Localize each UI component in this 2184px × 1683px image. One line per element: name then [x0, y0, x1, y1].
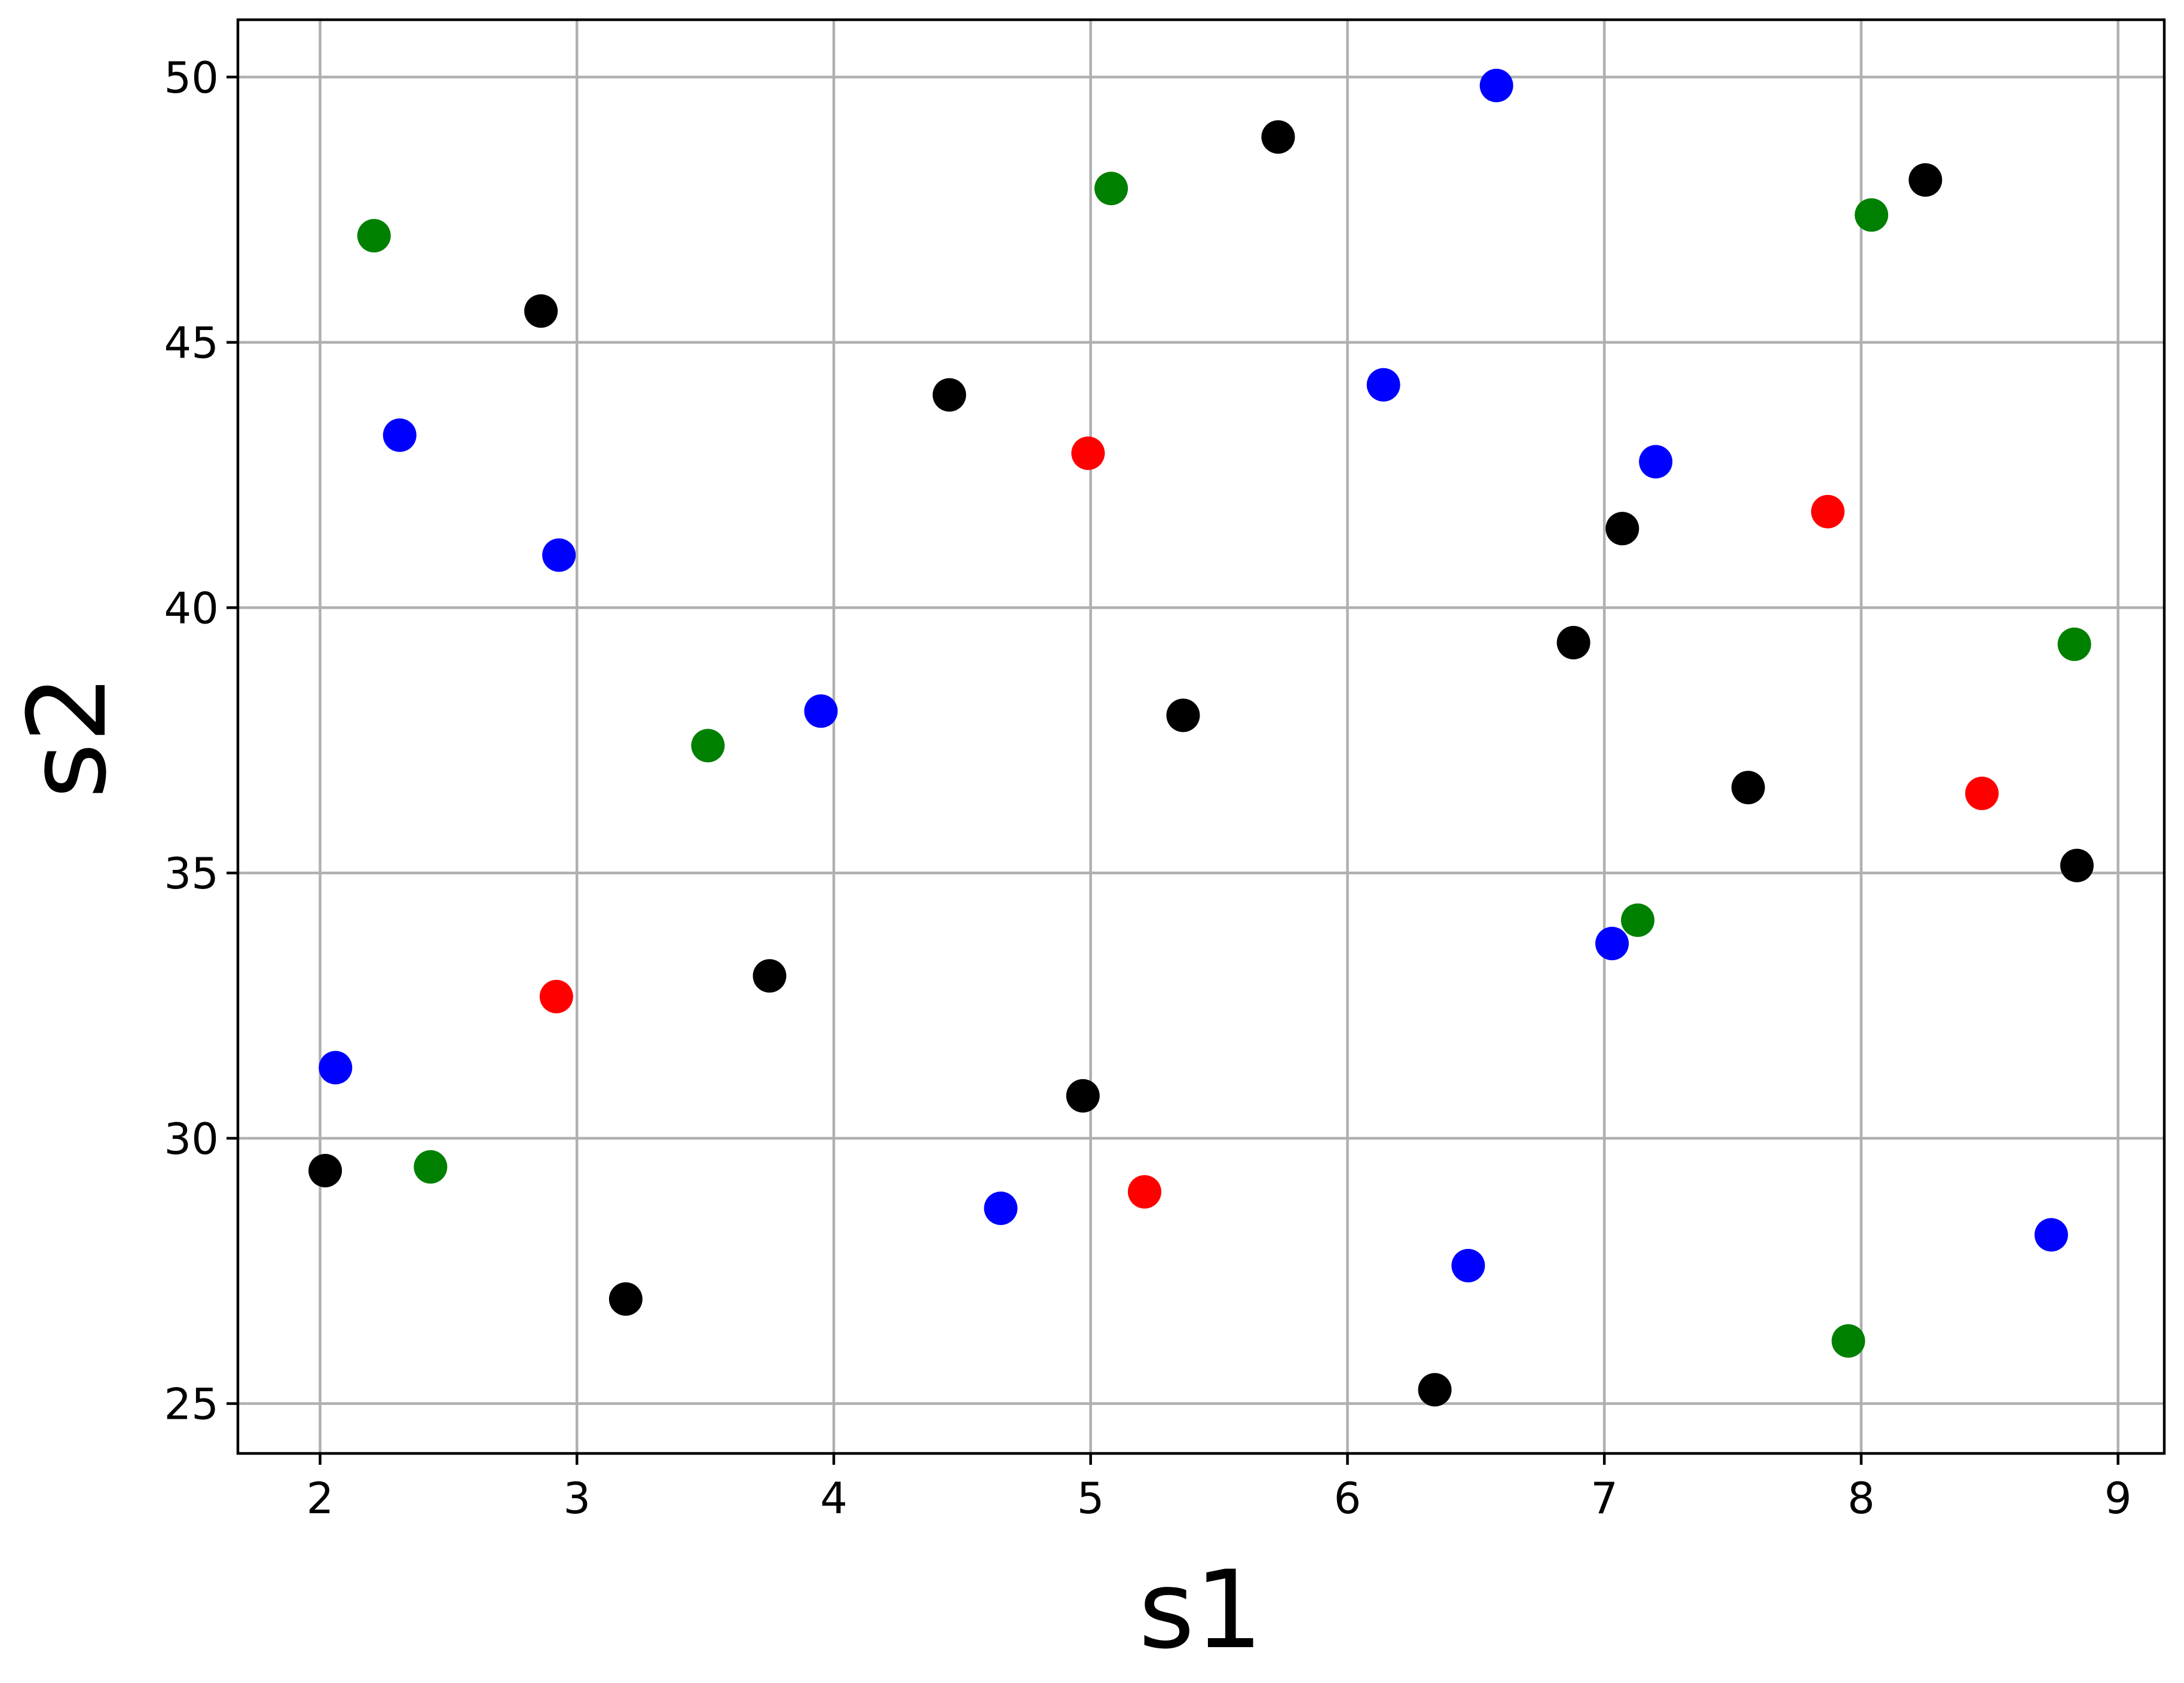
point — [804, 694, 838, 728]
point — [319, 1050, 353, 1085]
point — [1366, 368, 1400, 402]
point — [1831, 1324, 1865, 1358]
x-tick-label: 6 — [1334, 1473, 1362, 1523]
x-tick-label: 2 — [307, 1473, 334, 1523]
point — [1066, 1079, 1100, 1113]
point — [1605, 512, 1639, 546]
point — [357, 219, 391, 253]
point — [1811, 494, 1845, 529]
point — [1855, 198, 1889, 232]
y-tick-label: 25 — [164, 1379, 219, 1430]
point — [414, 1150, 448, 1184]
x-tick-label: 4 — [820, 1473, 848, 1523]
point — [691, 729, 725, 763]
point — [1479, 69, 1513, 103]
y-tick-label: 45 — [164, 318, 219, 368]
point — [1639, 445, 1673, 479]
point — [1418, 1373, 1452, 1407]
y-tick-label: 30 — [164, 1114, 219, 1164]
x-tick-label: 5 — [1077, 1473, 1105, 1523]
y-tick-label: 40 — [164, 583, 219, 633]
point — [539, 979, 573, 1013]
y-tick-label: 35 — [164, 848, 219, 899]
plot-frame — [236, 18, 2166, 1455]
point — [1595, 927, 1629, 961]
point — [1071, 436, 1105, 471]
point — [1556, 625, 1590, 659]
y-tick-label: 50 — [164, 53, 219, 103]
point — [2060, 848, 2094, 882]
x-tick-label: 9 — [2105, 1473, 2132, 1523]
point — [308, 1153, 342, 1187]
point — [1166, 698, 1200, 732]
point — [932, 378, 966, 412]
point — [383, 418, 417, 452]
x-axis-label: s1 — [1139, 1548, 1263, 1673]
point — [2057, 627, 2091, 661]
point — [542, 538, 576, 572]
point — [524, 294, 558, 328]
point — [1908, 163, 1943, 197]
x-tick-label: 8 — [1847, 1473, 1875, 1523]
point — [1451, 1248, 1485, 1282]
point — [1731, 771, 1765, 805]
point — [1965, 776, 1999, 810]
point — [1127, 1175, 1161, 1209]
point — [1621, 903, 1655, 937]
point — [753, 959, 787, 993]
point — [1261, 120, 1295, 154]
x-tick-label: 3 — [563, 1473, 591, 1523]
x-tick-label: 7 — [1590, 1473, 1618, 1523]
point — [1094, 172, 1128, 206]
y-axis-label: s2 — [5, 674, 130, 799]
point — [984, 1191, 1018, 1225]
point — [2034, 1218, 2068, 1252]
point — [608, 1282, 643, 1316]
